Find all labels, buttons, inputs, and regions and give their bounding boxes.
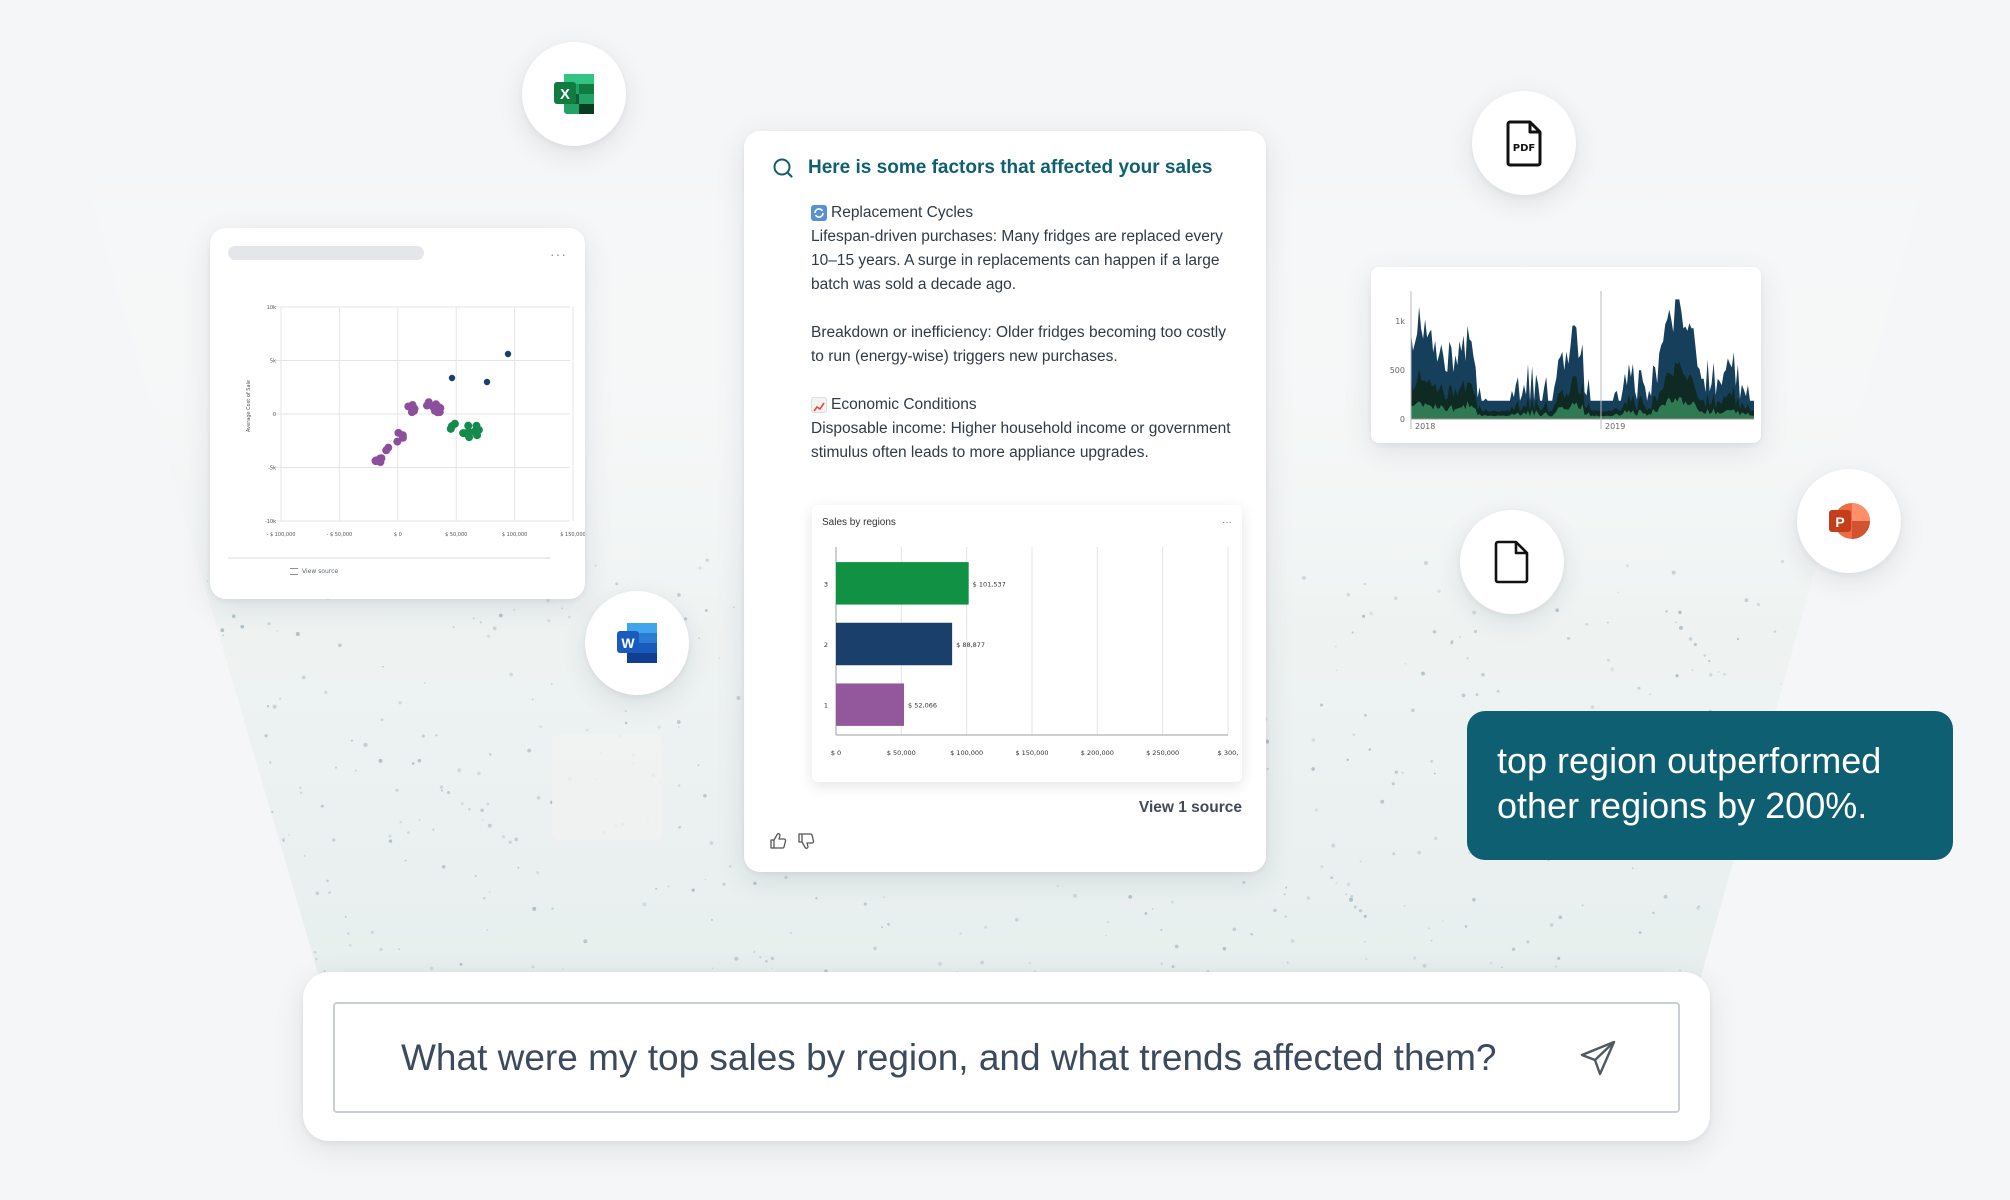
bar-region-3[interactable]: [836, 562, 969, 605]
x-tick-label: $ 150,000: [560, 532, 585, 538]
x-tick-label: 2019: [1605, 422, 1625, 431]
x-tick-label: - $ 100,000: [267, 532, 296, 538]
chat-answer-card: Here is some factors that affected your …: [744, 131, 1266, 872]
title-placeholder: [228, 246, 424, 260]
scatter-point: [461, 429, 470, 438]
refresh-emoji-icon: [811, 205, 827, 221]
word-icon: W: [617, 623, 657, 663]
area-chart-card[interactable]: 1k 500 0 2018 2019: [1371, 267, 1761, 443]
x-tick-label: $ 250,000: [1146, 749, 1179, 757]
x-tick-label: $ 200,000: [1081, 749, 1114, 757]
scatter-point: [450, 419, 459, 428]
scatter-point: [429, 402, 438, 411]
scatter-point: [371, 456, 380, 465]
scatter-point: [464, 421, 473, 430]
thumbs-up-icon[interactable]: [768, 831, 788, 851]
excel-file-badge[interactable]: X: [522, 42, 626, 146]
document-icon: [1494, 540, 1529, 584]
view-source-label: View source: [302, 568, 339, 575]
scatter-point: [473, 431, 482, 440]
paragraph-lifespan: Lifespan-driven purchases: Many fridges …: [811, 228, 1223, 293]
section-economic-title: Economic Conditions: [831, 396, 977, 413]
svg-text:W: W: [621, 635, 635, 651]
y-tick-label: 3: [824, 580, 828, 588]
scatter-point: [483, 378, 491, 386]
insight-text: top region outperformed other regions by…: [1497, 740, 1882, 826]
y-tick-label: 2: [824, 641, 828, 649]
y-tick-label: 500: [1390, 366, 1405, 375]
search-input[interactable]: What were my top sales by region, and wh…: [333, 1002, 1680, 1113]
x-tick-label: $ 300,: [1218, 749, 1239, 757]
paragraph-income: Disposable income: Higher household inco…: [811, 420, 1231, 461]
chart-increasing-emoji-icon: [811, 397, 827, 413]
powerpoint-file-badge[interactable]: P: [1797, 469, 1901, 573]
scatter-chart-card[interactable]: ··· 10k 5k 0 -5k -10k - $ 100,000 - $ 50,000 $ …: [210, 228, 585, 599]
y-tick-label: 0: [1400, 415, 1405, 424]
scatter-point: [504, 350, 512, 358]
x-tick-label: $ 100,000: [502, 532, 527, 538]
svg-text:PDF: PDF: [1513, 143, 1535, 154]
answer-title: Here is some factors that affected your …: [808, 157, 1213, 178]
bar-value-label: $ 52,066: [908, 702, 937, 710]
bar-chart: Sales by regions ··· $ 0 $ 50,000 $ 100,000 $…: [822, 517, 1239, 757]
more-options-button[interactable]: ···: [550, 246, 567, 262]
insight-callout: top region outperformed other regions by…: [1467, 711, 1953, 860]
x-tick-label: - $ 50,000: [327, 532, 353, 538]
search-panel: What were my top sales by region, and wh…: [303, 972, 1710, 1141]
x-tick-label: 2018: [1415, 422, 1435, 431]
search-icon: [773, 158, 793, 178]
chart-title: Sales by regions: [822, 517, 896, 528]
word-file-badge[interactable]: W: [585, 591, 689, 695]
more-options-button[interactable]: ···: [1222, 517, 1232, 528]
scatter-point: [407, 408, 416, 417]
thumbs-down-icon[interactable]: [796, 831, 816, 851]
paragraph-breakdown: Breakdown or inefficiency: Older fridges…: [811, 324, 1226, 365]
excel-icon: X: [554, 74, 594, 114]
pdf-file-badge[interactable]: PDF: [1472, 91, 1576, 195]
bar-region-2[interactable]: [836, 622, 953, 666]
y-tick-label: 1k: [1395, 317, 1405, 326]
area-chart: 1k 500 0 2018 2019: [1390, 291, 1754, 431]
document-file-badge[interactable]: [1460, 510, 1564, 614]
scatter-point: [448, 374, 456, 382]
y-tick-label: -10k: [265, 519, 276, 525]
powerpoint-icon: P: [1829, 503, 1870, 539]
x-tick-label: $ 150,000: [1015, 749, 1048, 757]
svg-text:P: P: [1835, 514, 1844, 530]
bar-value-label: $ 101,537: [973, 580, 1006, 588]
y-tick-label: -5k: [268, 466, 276, 472]
bar-region-1[interactable]: [836, 683, 905, 726]
y-tick-label: 5k: [270, 359, 276, 365]
sales-by-regions-chart[interactable]: Sales by regions ··· $ 0 $ 50,000 $ 100,000 $…: [812, 505, 1242, 782]
x-tick-label: $ 100,000: [950, 749, 983, 757]
x-tick-label: $ 0: [831, 749, 841, 757]
ghost-card: [552, 735, 662, 840]
y-axis-label: Average Cost of Sale: [246, 380, 252, 432]
send-icon[interactable]: [1578, 1038, 1618, 1078]
y-tick-label: 0: [273, 412, 276, 418]
source-icon: [290, 568, 298, 575]
view-source-link[interactable]: View source: [290, 568, 338, 575]
area-series: [1411, 396, 1754, 419]
bar-value-label: $ 88,877: [956, 641, 985, 649]
x-tick-label: $ 50,000: [887, 749, 916, 757]
x-tick-label: $ 0: [394, 532, 402, 538]
pdf-icon: PDF: [1506, 120, 1542, 167]
view-source-link[interactable]: View 1 source: [1138, 799, 1242, 816]
search-query-text[interactable]: What were my top sales by region, and wh…: [401, 1037, 1497, 1078]
scatter-point: [398, 433, 407, 442]
y-tick-label: 10k: [267, 305, 276, 311]
scatter-plot: 10k 5k 0 -5k -10k - $ 100,000 - $ 50,000 $ 0 $ 5…: [228, 305, 585, 559]
svg-text:X: X: [560, 86, 570, 103]
scatter-point: [382, 446, 391, 455]
section-replacement-title: Replacement Cycles: [831, 204, 974, 221]
y-tick-label: 1: [824, 702, 828, 710]
x-tick-label: $ 50,000: [445, 532, 467, 538]
